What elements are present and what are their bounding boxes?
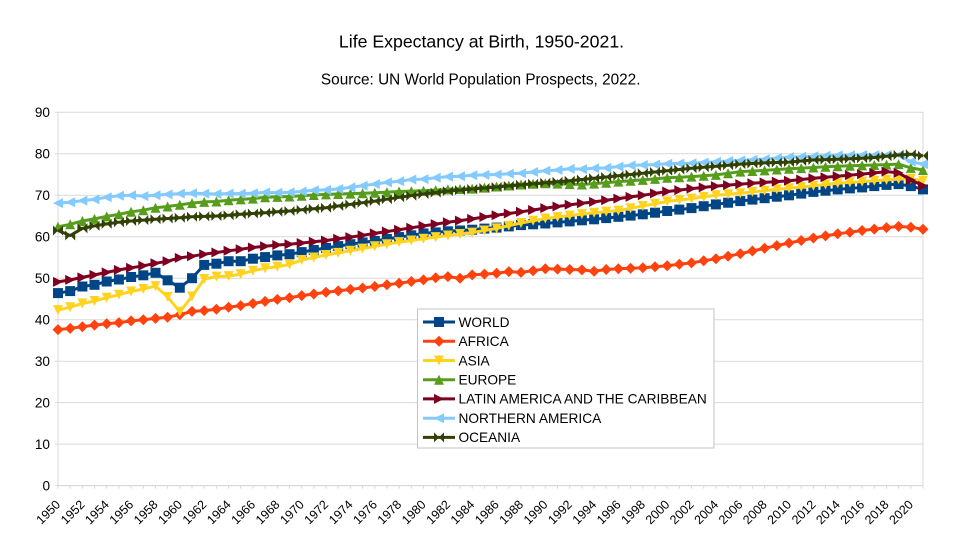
svg-text:70: 70 xyxy=(35,188,51,203)
svg-text:40: 40 xyxy=(35,313,51,328)
svg-text:10: 10 xyxy=(35,437,51,452)
svg-text:Life Expectancy at Birth, 1950: Life Expectancy at Birth, 1950-2021. xyxy=(339,31,624,51)
svg-text:WORLD: WORLD xyxy=(459,315,510,330)
svg-text:LATIN AMERICA AND THE CARIBBEA: LATIN AMERICA AND THE CARIBBEAN xyxy=(459,392,707,407)
svg-text:90: 90 xyxy=(35,105,51,120)
svg-text:80: 80 xyxy=(35,147,51,162)
svg-text:Source: UN World Population Pr: Source: UN World Population Prospects, 2… xyxy=(321,72,641,89)
svg-text:EUROPE: EUROPE xyxy=(459,373,517,388)
svg-text:ASIA: ASIA xyxy=(459,353,491,368)
svg-text:0: 0 xyxy=(42,479,50,494)
svg-text:50: 50 xyxy=(35,271,51,286)
svg-text:30: 30 xyxy=(35,354,51,369)
svg-text:NORTHERN AMERICA: NORTHERN AMERICA xyxy=(459,411,603,426)
svg-text:AFRICA: AFRICA xyxy=(459,334,510,349)
svg-text:60: 60 xyxy=(35,230,51,245)
svg-text:OCEANIA: OCEANIA xyxy=(459,430,521,445)
svg-text:20: 20 xyxy=(35,396,51,411)
